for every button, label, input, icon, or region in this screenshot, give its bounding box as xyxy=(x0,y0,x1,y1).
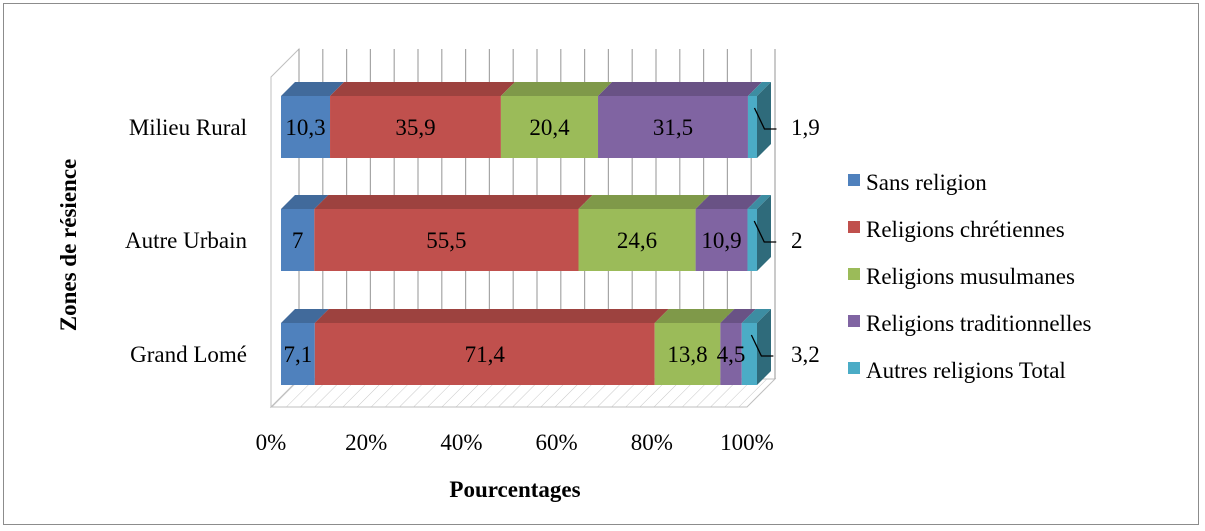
bar-top xyxy=(281,195,329,209)
x-tick-labels: 0% 20% 40% 60% 80% 100% xyxy=(256,430,774,455)
bar-top xyxy=(330,82,515,96)
bar-segment xyxy=(314,323,655,385)
bar-top xyxy=(695,195,762,209)
legend-swatch xyxy=(848,268,860,280)
bar-top xyxy=(500,82,613,96)
data-label: 7 xyxy=(292,228,304,253)
data-label: 3,2 xyxy=(791,342,820,367)
bar-top xyxy=(741,309,771,323)
legend-label: Religions chrétiennes xyxy=(866,217,1065,242)
legend-swatch xyxy=(848,174,860,186)
bar-side xyxy=(757,195,771,271)
legend-label: Religions musulmanes xyxy=(866,264,1075,289)
bar-segment xyxy=(281,209,315,271)
bar-side xyxy=(757,82,771,158)
bar-top xyxy=(720,309,756,323)
bar-top xyxy=(281,309,329,323)
y-tick-label: Milieu Rural xyxy=(129,115,247,140)
legend-swatch xyxy=(848,315,860,327)
data-label: 13,8 xyxy=(667,342,707,367)
bar-segment xyxy=(598,96,748,158)
bar-segment xyxy=(720,323,742,385)
bar-top xyxy=(654,309,735,323)
x-tick-label: 20% xyxy=(345,430,387,455)
x-axis-title: Pourcentages xyxy=(449,477,580,502)
bar-top xyxy=(747,82,771,96)
legend: Sans religion Religions chrétiennes Religi… xyxy=(848,170,1092,383)
bar-segment xyxy=(330,96,501,158)
leader-line xyxy=(753,220,777,243)
leader-line xyxy=(753,107,777,130)
legend-label: Religions traditionnelles xyxy=(866,311,1092,336)
bar-segment xyxy=(281,96,331,158)
bar-top xyxy=(281,82,345,96)
x-tick-label: 40% xyxy=(440,430,482,455)
bar-segment xyxy=(500,96,599,158)
legend-swatch xyxy=(848,362,860,374)
x-tick-label: 100% xyxy=(720,430,774,455)
data-label: 4,5 xyxy=(717,342,746,367)
bar-top xyxy=(747,195,771,209)
bars xyxy=(281,82,771,385)
bar-top xyxy=(314,309,669,323)
data-label: 71,4 xyxy=(465,342,506,367)
bar-segment xyxy=(314,209,579,271)
leader-line xyxy=(750,334,774,357)
legend-label: Autres religions Total xyxy=(866,358,1066,383)
data-label: 31,5 xyxy=(653,115,693,140)
bar-segment xyxy=(747,209,757,271)
data-label: 55,5 xyxy=(426,228,466,253)
bar-segment xyxy=(578,209,696,271)
data-label: 20,4 xyxy=(529,115,570,140)
x-tick-label: 80% xyxy=(631,430,673,455)
y-tick-labels: Grand Lomé Autre Urbain Milieu Rural xyxy=(125,115,247,367)
x-tick-label: 0% xyxy=(256,430,287,455)
bar-segment xyxy=(654,323,721,385)
data-label: 7,1 xyxy=(284,342,313,367)
data-label: 10,9 xyxy=(701,228,741,253)
bar-top xyxy=(314,195,593,209)
data-label: 10,3 xyxy=(285,115,325,140)
y-axis-title: Zones de résience xyxy=(56,159,81,331)
legend-label: Sans religion xyxy=(866,170,987,195)
data-label: 24,6 xyxy=(617,228,657,253)
bar-segment xyxy=(747,96,757,158)
data-label: 1,9 xyxy=(791,115,820,140)
y-tick-label: Autre Urbain xyxy=(125,228,247,253)
bar-top xyxy=(598,82,762,96)
x-tick-label: 60% xyxy=(536,430,578,455)
bar-side xyxy=(757,309,771,385)
data-label: 2 xyxy=(791,228,803,253)
y-tick-label: Grand Lomé xyxy=(130,342,247,367)
bar-segment xyxy=(695,209,748,271)
legend-swatch xyxy=(848,221,860,233)
bar-segment xyxy=(281,323,315,385)
data-label: 35,9 xyxy=(395,115,435,140)
data-labels: 10,3 35,9 20,4 31,5 1,9 7 55,5 24,6 10,9 2 7,1 71,4… xyxy=(284,107,820,367)
bar-top xyxy=(578,195,710,209)
